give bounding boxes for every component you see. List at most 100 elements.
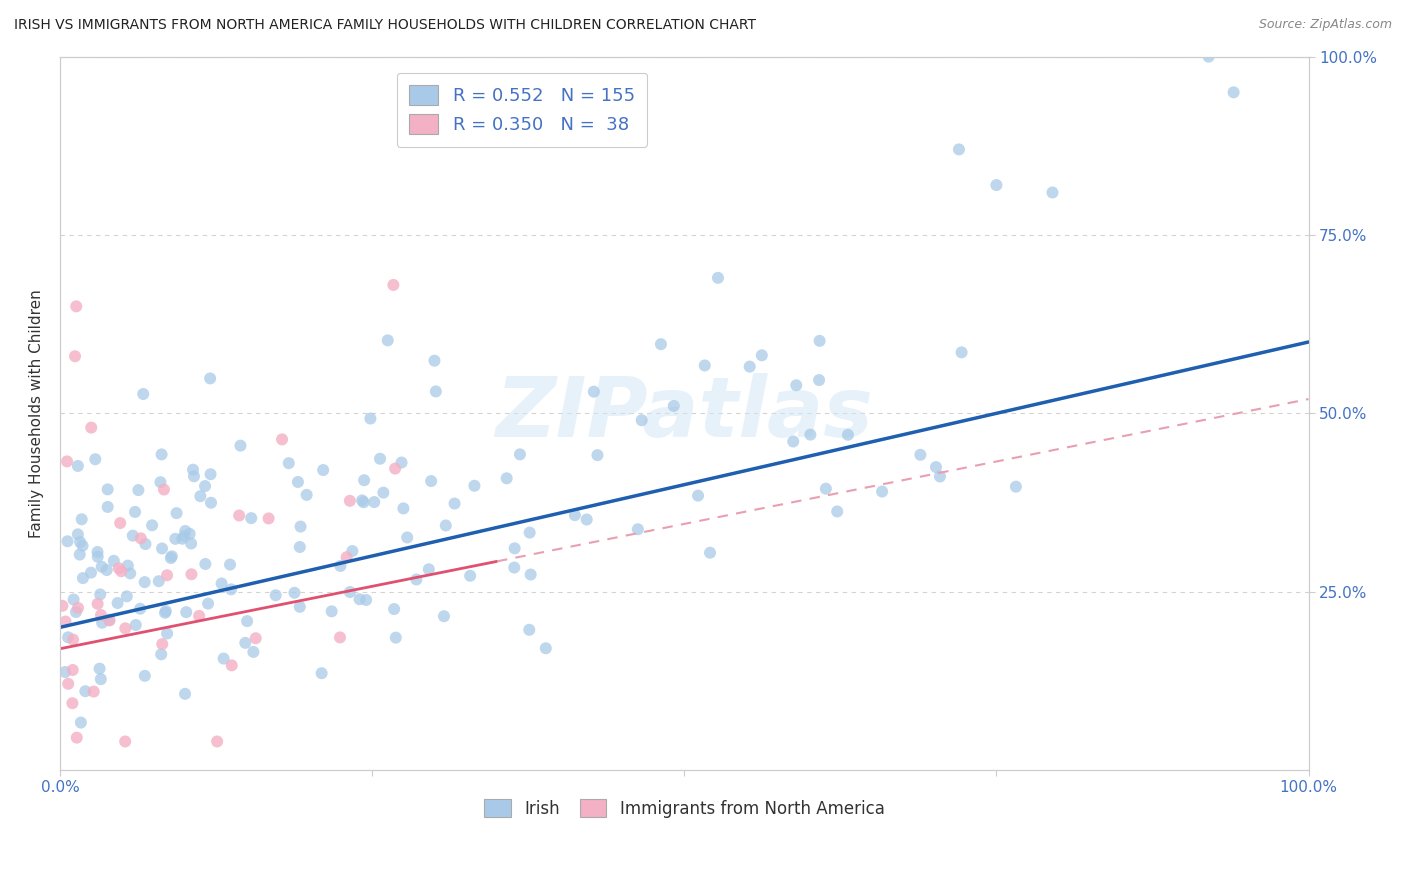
Point: [321, 604, 343, 618]
Point: [174, 605, 197, 619]
Point: [66, 458, 89, 473]
Point: [650, 337, 672, 351]
Point: [70, 512, 93, 526]
Point: [433, 609, 456, 624]
Point: [80, 420, 103, 434]
Point: [799, 427, 821, 442]
Point: [165, 532, 187, 546]
Point: [582, 384, 605, 399]
Point: [219, 582, 242, 597]
Point: [368, 451, 391, 466]
Point: [420, 474, 443, 488]
Point: [91, 615, 114, 630]
Point: [150, 541, 173, 556]
Point: [392, 501, 415, 516]
Point: [707, 271, 730, 285]
Point: [564, 508, 586, 523]
Point: [418, 562, 440, 576]
Point: [107, 561, 129, 575]
Point: [382, 277, 405, 292]
Point: [283, 586, 305, 600]
Point: [929, 469, 952, 483]
Point: [699, 546, 721, 560]
Point: [90, 607, 112, 622]
Point: [391, 456, 413, 470]
Text: ZIPatlas: ZIPatlas: [495, 373, 873, 454]
Point: [311, 666, 333, 681]
Point: [925, 460, 948, 475]
Point: [287, 475, 309, 489]
Point: [86, 545, 108, 559]
Point: [503, 541, 526, 556]
Point: [240, 511, 263, 525]
Point: [65, 605, 87, 619]
Point: [72, 539, 94, 553]
Point: [423, 353, 446, 368]
Point: [1222, 86, 1244, 100]
Point: [463, 479, 485, 493]
Point: [277, 456, 299, 470]
Point: [134, 669, 156, 683]
Point: [190, 489, 212, 503]
Point: [219, 558, 242, 572]
Point: [503, 560, 526, 574]
Point: [405, 573, 427, 587]
Point: [233, 636, 256, 650]
Point: [121, 528, 143, 542]
Point: [509, 447, 531, 461]
Point: [377, 334, 399, 348]
Point: [97, 483, 120, 497]
Point: [80, 566, 103, 580]
Point: [517, 623, 540, 637]
Point: [986, 178, 1008, 192]
Point: [339, 493, 361, 508]
Point: [134, 575, 156, 590]
Point: [129, 532, 152, 546]
Point: [62, 663, 84, 677]
Point: [180, 536, 202, 550]
Point: [382, 602, 405, 616]
Point: [153, 606, 176, 620]
Point: [236, 614, 259, 628]
Point: [132, 387, 155, 401]
Point: [586, 448, 609, 462]
Point: [66, 731, 89, 745]
Point: [160, 551, 183, 566]
Point: [329, 559, 352, 574]
Point: [575, 512, 598, 526]
Point: [229, 439, 252, 453]
Text: IRISH VS IMMIGRANTS FROM NORTH AMERICA FAMILY HOUSEHOLDS WITH CHILDREN CORRELATI: IRISH VS IMMIGRANTS FROM NORTH AMERICA F…: [14, 18, 756, 32]
Point: [141, 518, 163, 533]
Point: [910, 448, 932, 462]
Point: [693, 359, 716, 373]
Y-axis label: Family Households with Children: Family Households with Children: [30, 289, 44, 538]
Point: [69, 535, 91, 549]
Point: [174, 524, 197, 538]
Point: [242, 645, 264, 659]
Point: [686, 489, 709, 503]
Point: [98, 613, 121, 627]
Point: [354, 593, 377, 607]
Point: [84, 452, 107, 467]
Point: [166, 506, 188, 520]
Point: [814, 482, 837, 496]
Point: [156, 568, 179, 582]
Point: [89, 662, 111, 676]
Point: [290, 519, 312, 533]
Point: [534, 641, 557, 656]
Point: [172, 532, 194, 546]
Point: [782, 434, 804, 449]
Point: [785, 378, 807, 392]
Point: [66, 601, 89, 615]
Point: [1198, 50, 1220, 64]
Point: [342, 544, 364, 558]
Point: [349, 592, 371, 607]
Point: [519, 567, 541, 582]
Point: [808, 373, 831, 387]
Point: [62, 632, 84, 647]
Point: [90, 559, 112, 574]
Point: [110, 564, 132, 578]
Point: [211, 576, 233, 591]
Point: [83, 684, 105, 698]
Point: [115, 590, 138, 604]
